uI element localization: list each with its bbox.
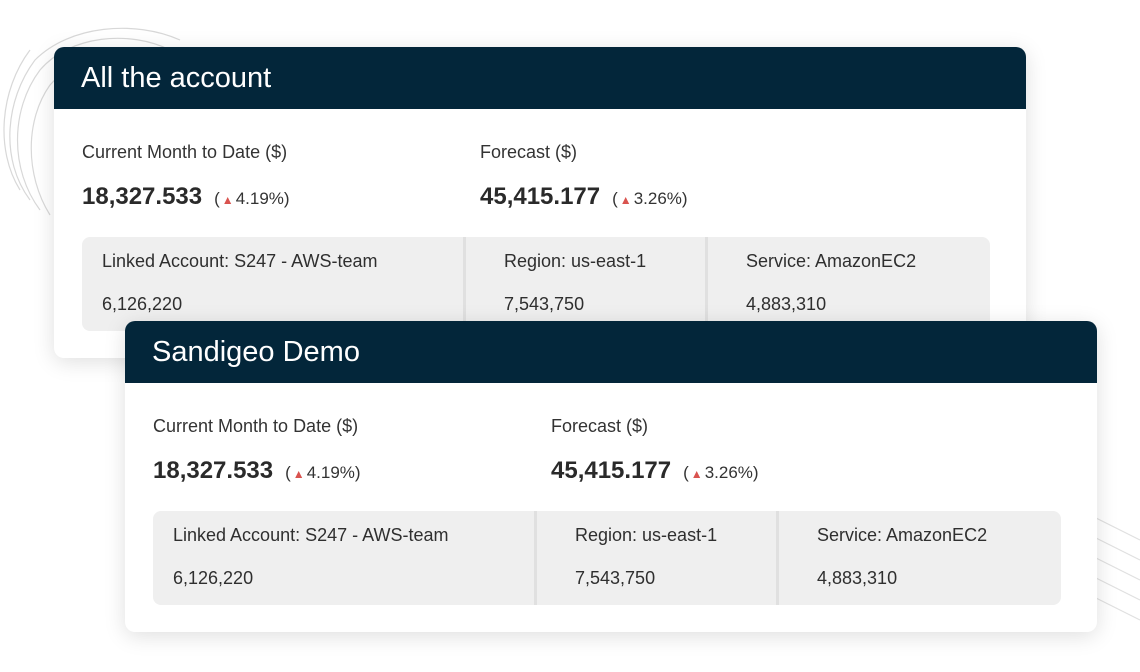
breakdown-item: Linked Account: S247 - AWS-team 6,126,220 bbox=[82, 237, 466, 331]
change-value: 4.19% bbox=[306, 463, 355, 482]
account-summary-card: All the account Current Month to Date ($… bbox=[54, 47, 1026, 358]
breakdown-label: Region: us-east-1 bbox=[504, 251, 647, 271]
metric-value: 18,327.533 bbox=[153, 457, 274, 484]
arrow-up-icon: ▲ bbox=[619, 193, 632, 207]
metric-label: Current Month to Date ($) bbox=[153, 416, 359, 436]
change-badge: (▲ 4.19%) bbox=[214, 189, 290, 208]
breakdown-panel: Linked Account: S247 - AWS-team 6,126,220… bbox=[153, 511, 1061, 605]
change-value: 3.26% bbox=[704, 463, 753, 482]
breakdown-label: Region: us-east-1 bbox=[575, 525, 718, 545]
breakdown-item: Region: us-east-1 7,543,750 bbox=[466, 237, 708, 331]
arrow-up-icon: ▲ bbox=[221, 193, 234, 207]
month-to-date-metric: Current Month to Date ($) 18,327.533 (▲ 4… bbox=[153, 416, 361, 485]
change-value: 3.26% bbox=[633, 189, 682, 208]
breakdown-item: Service: AmazonEC2 4,883,310 bbox=[779, 511, 1061, 605]
change-badge: (▲ 4.19%) bbox=[285, 463, 361, 482]
change-value: 4.19% bbox=[235, 189, 284, 208]
arrow-up-icon: ▲ bbox=[292, 467, 305, 481]
metric-value: 18,327.533 bbox=[82, 183, 203, 210]
account-summary-card: Sandigeo Demo Current Month to Date ($) … bbox=[125, 321, 1097, 632]
metric-label: Forecast ($) bbox=[551, 416, 649, 436]
breakdown-label: Service: AmazonEC2 bbox=[817, 525, 988, 545]
breakdown-item: Linked Account: S247 - AWS-team 6,126,220 bbox=[153, 511, 537, 605]
breakdown-panel: Linked Account: S247 - AWS-team 6,126,220… bbox=[82, 237, 990, 331]
breakdown-item: Region: us-east-1 7,543,750 bbox=[537, 511, 779, 605]
breakdown-item: Service: AmazonEC2 4,883,310 bbox=[708, 237, 990, 331]
breakdown-value: 7,543,750 bbox=[504, 294, 585, 314]
breakdown-label: Linked Account: S247 - AWS-team bbox=[173, 525, 449, 545]
metric-value: 45,415.177 bbox=[480, 183, 601, 210]
arrow-up-icon: ▲ bbox=[690, 467, 703, 481]
change-badge: (▲ 3.26%) bbox=[612, 189, 688, 208]
metric-label: Current Month to Date ($) bbox=[82, 142, 288, 162]
card-title: Sandigeo Demo bbox=[125, 321, 1097, 383]
breakdown-label: Service: AmazonEC2 bbox=[746, 251, 917, 271]
forecast-metric: Forecast ($) 45,415.177 (▲ 3.26%) bbox=[480, 142, 688, 211]
breakdown-value: 7,543,750 bbox=[575, 568, 656, 588]
metric-label: Forecast ($) bbox=[480, 142, 578, 162]
breakdown-value: 6,126,220 bbox=[102, 294, 183, 314]
breakdown-value: 4,883,310 bbox=[817, 568, 898, 588]
card-title: All the account bbox=[54, 47, 1026, 109]
breakdown-value: 6,126,220 bbox=[173, 568, 254, 588]
change-badge: (▲ 3.26%) bbox=[683, 463, 759, 482]
metric-value: 45,415.177 bbox=[551, 457, 672, 484]
breakdown-label: Linked Account: S247 - AWS-team bbox=[102, 251, 378, 271]
forecast-metric: Forecast ($) 45,415.177 (▲ 3.26%) bbox=[551, 416, 759, 485]
breakdown-value: 4,883,310 bbox=[746, 294, 827, 314]
month-to-date-metric: Current Month to Date ($) 18,327.533 (▲ 4… bbox=[82, 142, 290, 211]
